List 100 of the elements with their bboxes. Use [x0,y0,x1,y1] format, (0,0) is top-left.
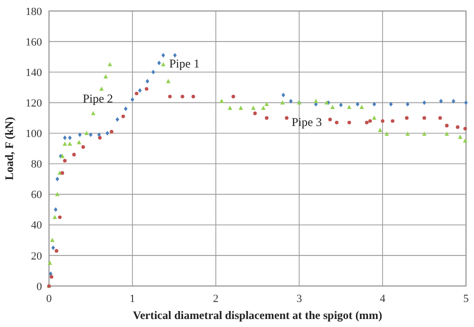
y-tick-label: 120 [26,98,42,110]
point [253,112,257,116]
point [219,98,224,103]
point [68,136,72,140]
series-label: Pipe 3 [292,114,322,129]
point [78,132,82,138]
point [63,158,67,163]
point [173,53,177,58]
point [50,275,54,279]
point [389,102,393,106]
x-tick-label: 3 [296,293,302,305]
point [464,100,468,105]
point [384,132,389,136]
point [334,120,339,124]
point [282,92,286,98]
series-label: Pipe 1 [169,56,200,70]
point [330,104,335,110]
point [445,124,449,128]
point [166,78,170,84]
point [439,98,443,104]
point [134,92,138,96]
y-tick-label: 80 [31,158,42,171]
point [51,246,55,250]
point [60,154,65,158]
y-axis-title: Load, F (kN) [4,116,16,180]
point [151,70,156,74]
point [444,132,450,136]
point [360,104,364,110]
point [58,215,62,220]
point [48,260,52,265]
point [72,152,76,156]
point [406,102,410,106]
x-axis-title: Vertical diametral displacement at the spigot (mm) [132,310,382,322]
x-tick-label: 2 [213,293,219,305]
point [180,94,184,98]
y-tick-label: 140 [26,66,42,79]
point [339,102,343,108]
point [405,132,410,136]
point [314,98,318,103]
point [238,106,244,110]
point [68,142,72,146]
point [161,62,166,66]
point [52,214,58,220]
point [108,62,112,66]
point [422,100,426,105]
point [463,126,467,130]
point [121,114,126,118]
point [372,102,376,106]
point [289,98,293,104]
point [81,145,85,149]
point [228,106,232,110]
x-tick-label: 5 [463,293,470,305]
point [251,106,256,110]
y-tick-label: 0 [36,280,42,293]
x-tick-label: 1 [130,293,136,305]
point [347,104,352,110]
point [404,116,409,120]
y-tick-label: 60 [31,189,42,202]
point [452,98,456,104]
point [161,53,166,58]
point [106,130,110,136]
point [138,88,142,93]
point [146,78,150,84]
point [130,97,134,102]
point [328,118,332,122]
point [462,138,468,143]
point [438,116,442,120]
point [63,136,67,140]
point [54,207,58,212]
point [422,116,426,120]
point [280,100,285,104]
point [62,142,68,146]
point [261,106,266,110]
y-tick-label: 20 [31,250,42,262]
point [368,119,372,123]
y-tick-label: 40 [31,220,42,232]
point [232,94,236,98]
point [91,110,96,116]
point [458,134,462,139]
point [157,60,161,66]
point [60,171,64,175]
x-tick-label: 4 [380,293,386,305]
point [144,87,148,91]
point [110,130,114,134]
point [168,94,172,98]
point [56,176,60,182]
y-tick-label: 100 [26,128,42,140]
point [50,238,55,242]
point [356,102,360,106]
series-label: Pipe 2 [82,91,114,106]
point [55,192,60,196]
point [98,136,102,140]
point [104,74,108,78]
point [284,116,288,120]
point [380,119,384,123]
point [88,132,92,138]
point [124,106,128,112]
point [378,128,382,132]
point [456,125,460,129]
point [347,120,352,124]
